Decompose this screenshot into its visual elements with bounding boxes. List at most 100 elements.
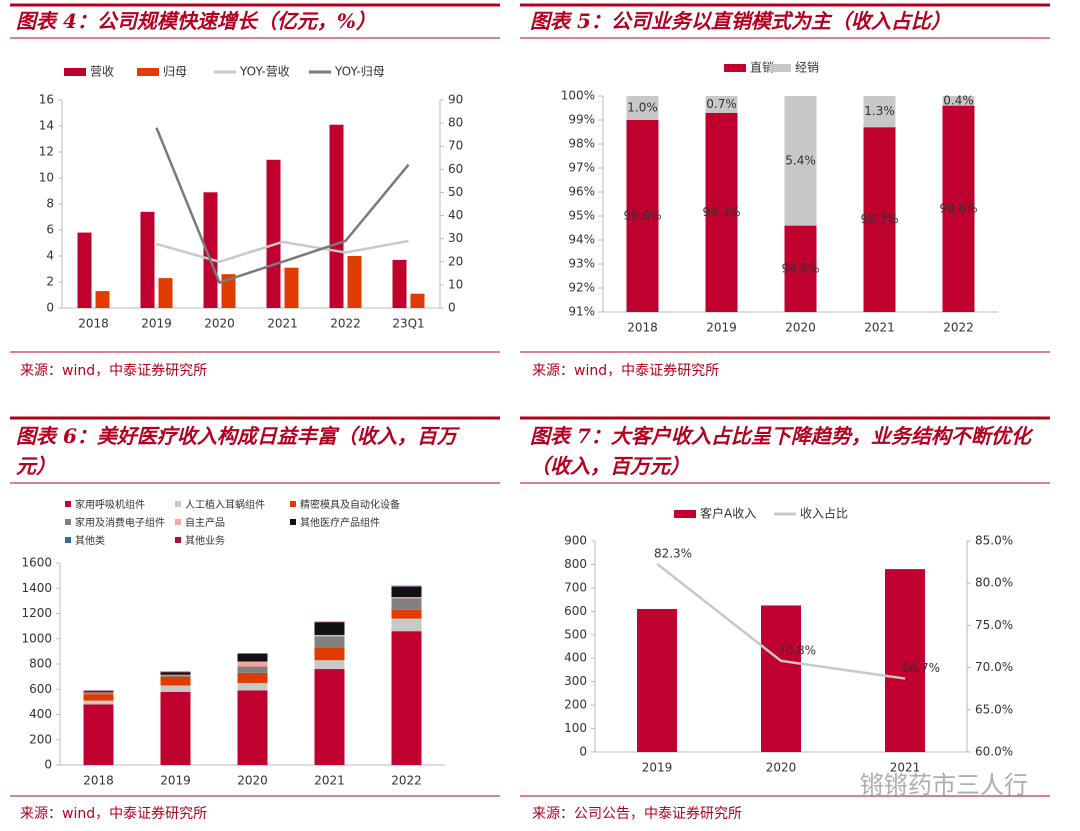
bar — [314, 669, 345, 765]
bar — [237, 661, 268, 667]
x-tick-label: 2018 — [627, 321, 658, 335]
legend-label: 客户A收入 — [700, 506, 756, 521]
y-tick-label: 1400 — [21, 581, 52, 595]
x-tick-label: 2022 — [943, 321, 974, 335]
legend-label: 家用及消费电子组件 — [75, 516, 165, 529]
y-tick-label: 0 — [44, 758, 52, 772]
y2-tick-label: 60.0% — [975, 745, 1013, 759]
bar — [705, 96, 738, 113]
y2-tick-label: 75.0% — [975, 618, 1013, 632]
x-tick-label: 2020 — [785, 321, 816, 335]
y-tick-label: 100% — [561, 89, 595, 103]
data-label: 1.3% — [864, 104, 895, 118]
bar — [160, 674, 191, 676]
x-tick-label: 2018 — [83, 774, 114, 788]
legend-label: 经销 — [795, 61, 819, 75]
x-tick-label: 2019 — [141, 317, 172, 331]
data-label: 0.7% — [706, 97, 737, 111]
bar — [83, 700, 114, 705]
x-tick-label: 2020 — [766, 761, 797, 775]
bar — [237, 690, 268, 765]
y-tick-label: 6 — [46, 223, 54, 237]
bar — [160, 671, 191, 673]
y-tick-label: 0 — [579, 745, 587, 759]
y2-tick-label: 80 — [448, 116, 463, 130]
bar — [391, 597, 422, 599]
line — [656, 562, 906, 680]
y-tick-label: 92% — [568, 281, 595, 295]
y-tick-label: 800 — [29, 657, 52, 671]
bar — [237, 653, 268, 662]
legend-label: 家用呼吸机组件 — [75, 498, 145, 511]
y-tick-label: 900 — [564, 534, 587, 548]
y2-tick-label: 85.0% — [975, 534, 1013, 548]
bar — [83, 690, 114, 692]
y2-tick-label: 40 — [448, 208, 463, 222]
x-tick-label: 2022 — [330, 317, 361, 331]
source: 来源：wind，中泰证券研究所 — [532, 363, 720, 379]
bar — [237, 682, 268, 691]
legend-label: 精密模具及自动化设备 — [300, 498, 400, 511]
x-tick-label: 2022 — [391, 774, 422, 788]
title: 图表 4：公司规模快速增长（亿元，%） — [16, 9, 376, 33]
title: 图表 7：大客户收入占比呈下降趋势，业务结构不断优化（收入，百万元） — [530, 424, 1031, 478]
y-tick-label: 95% — [568, 209, 595, 223]
y2-tick-label: 60 — [448, 162, 463, 176]
legend-label: 其他医疗产品组件 — [300, 516, 380, 529]
bar — [77, 232, 92, 308]
data-label: 1.0% — [627, 101, 658, 115]
bar — [942, 105, 975, 312]
line — [156, 239, 409, 264]
legend-swatch — [65, 537, 71, 543]
bar — [160, 672, 191, 675]
y-tick-label: 200 — [564, 698, 587, 712]
bar — [784, 225, 817, 312]
bar — [391, 598, 422, 610]
y-tick-label: 1200 — [21, 606, 52, 620]
y-tick-label: 91% — [568, 305, 595, 319]
y-tick-label: 97% — [568, 161, 595, 175]
legend-label: 自主产品 — [185, 516, 225, 529]
bar — [863, 127, 896, 312]
y-tick-label: 93% — [568, 257, 595, 271]
x-tick-label: 2021 — [890, 761, 921, 775]
x-tick-label: 2021 — [864, 321, 895, 335]
bar — [637, 608, 677, 752]
y-tick-label: 94% — [568, 233, 595, 247]
legend-label: 其他类 — [75, 534, 105, 547]
bar — [83, 692, 114, 694]
legend-label: YOY-营收 — [239, 65, 290, 79]
x-tick-label: 2021 — [267, 317, 298, 331]
title: 图表 6：美好医疗收入构成日益丰富（收入，百万元） — [16, 424, 457, 478]
legend-swatch — [724, 64, 746, 72]
y-tick-label: 200 — [29, 732, 52, 746]
bar — [203, 192, 218, 308]
y-tick-label: 400 — [564, 651, 587, 665]
y2-tick-label: 0 — [448, 301, 456, 315]
bar — [83, 694, 114, 701]
y-tick-label: 8 — [46, 197, 54, 211]
bar — [784, 96, 817, 226]
bar — [626, 120, 659, 312]
bar — [885, 569, 925, 752]
y-tick-label: 700 — [564, 580, 587, 594]
bar — [391, 586, 422, 598]
bar — [83, 693, 114, 695]
bar — [391, 631, 422, 765]
bar — [392, 259, 407, 308]
legend-swatch — [65, 519, 71, 525]
bar — [83, 704, 114, 765]
bar — [158, 278, 173, 308]
legend-label: YOY-归母 — [334, 65, 385, 79]
bar — [314, 621, 345, 623]
y-tick-label: 4 — [46, 249, 54, 263]
x-tick-label: 2019 — [706, 321, 737, 335]
bar — [237, 653, 268, 654]
bar — [863, 96, 896, 128]
bar — [410, 293, 425, 308]
bar — [626, 96, 659, 120]
bar — [314, 647, 345, 661]
y-tick-label: 600 — [564, 604, 587, 618]
y-tick-label: 16 — [39, 93, 54, 107]
legend-swatch — [137, 68, 159, 76]
